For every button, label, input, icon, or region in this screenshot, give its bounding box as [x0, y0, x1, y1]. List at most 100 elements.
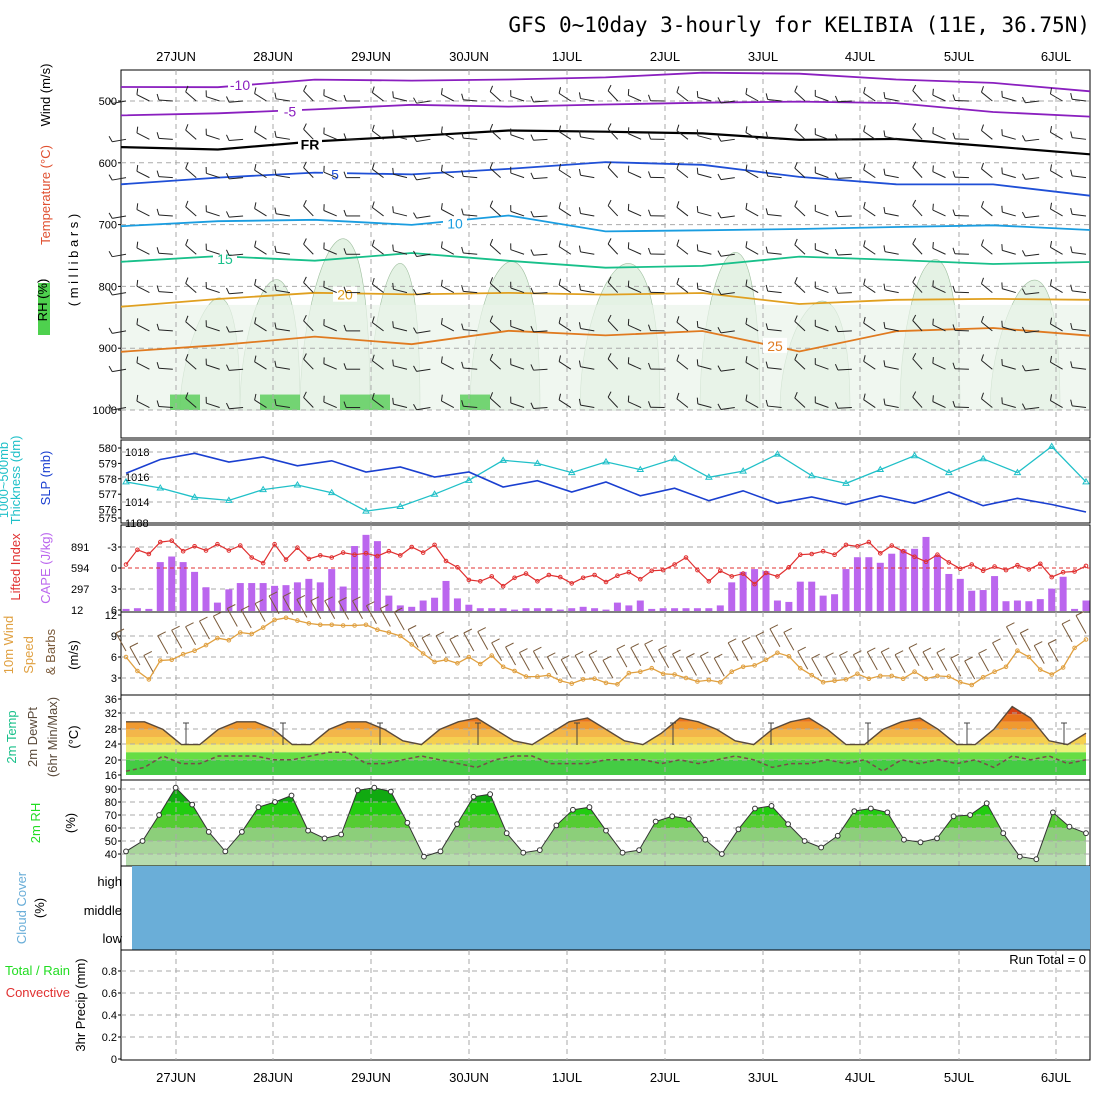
dewpoint-line	[125, 751, 1087, 773]
wind-barb	[767, 367, 782, 370]
wind-speed-point	[935, 673, 940, 679]
precipitation-panel: 0.8 0.6 0.4 0.2 0 Run Total = 0 Total / Rain Co…	[5, 949, 1091, 1066]
wind-barb-flag	[1061, 619, 1071, 625]
wind-barb	[435, 635, 447, 655]
thickness-point	[396, 502, 405, 510]
wind-barb	[158, 252, 173, 255]
precip-tick-label: 0.6	[102, 988, 117, 1000]
wind-barb	[254, 361, 267, 370]
wind-barb	[720, 215, 735, 219]
wind-barb	[158, 214, 173, 217]
wind-barb	[489, 359, 501, 370]
wind-speed-point	[455, 661, 460, 666]
wind-barb	[1002, 326, 1016, 332]
thickness-series-line	[125, 445, 1087, 512]
wind-barb	[932, 209, 946, 217]
wind-barb-flag	[794, 162, 798, 169]
wind-barb-flag	[115, 628, 125, 634]
wind-barb	[1025, 368, 1040, 372]
wind-barb	[129, 646, 141, 666]
wind-barb	[815, 402, 829, 408]
wind-barb	[767, 252, 782, 255]
wind-speed-point	[786, 654, 792, 659]
wind-barb	[628, 363, 642, 370]
wind-barb-flag	[338, 597, 347, 602]
wind-barb-flag	[834, 287, 839, 294]
wind-barb-flag	[343, 363, 347, 370]
wind-barb-flag	[136, 203, 139, 210]
wind-barb	[932, 362, 946, 370]
cape-bar	[842, 569, 850, 611]
wind-barb	[863, 131, 876, 140]
cape-bar	[305, 578, 313, 611]
rh-point	[851, 808, 858, 814]
wind-barb	[393, 97, 408, 102]
wind-barb	[1002, 211, 1016, 217]
wind-barb	[580, 327, 595, 332]
wind-barb	[393, 327, 408, 332]
wind-barb	[580, 251, 595, 255]
li-point	[295, 545, 300, 551]
wind-barb	[510, 249, 525, 255]
wind-barb-flag	[254, 599, 264, 605]
li-point	[649, 568, 655, 574]
wind-barb	[912, 205, 923, 217]
wind-barb-flag	[282, 592, 292, 598]
wind-barb-flag	[392, 282, 394, 290]
li-point	[203, 548, 209, 553]
wind-barb-flag	[558, 355, 562, 362]
temperature-band	[126, 759, 1086, 775]
thickness-tick-label: 576	[99, 505, 117, 517]
li-point	[820, 548, 826, 554]
wind-barb-flag	[274, 245, 277, 253]
cape-bar	[625, 605, 633, 611]
wind-barb	[254, 284, 267, 294]
wind-barb-flag	[440, 88, 443, 95]
wind-barb	[229, 253, 244, 256]
wind-speed-panel: 12 9 6 3 10m Wind Speed & Barbs (m/s)	[1, 591, 1091, 696]
wind-barb	[441, 247, 455, 255]
wind-barb	[136, 94, 150, 102]
cape-bar	[1013, 600, 1021, 611]
wind-barb	[185, 244, 197, 255]
li-series-line	[125, 540, 1087, 587]
wind-barb-flag	[686, 653, 695, 658]
wind-barb	[932, 286, 946, 294]
wind-speed-point	[123, 654, 129, 660]
isotherm-label: 10	[447, 216, 463, 232]
wind-barb-flag	[883, 321, 886, 329]
wind-barb	[607, 205, 619, 217]
li-point	[546, 572, 552, 578]
wind-barb	[981, 398, 993, 408]
wind-barb-flag	[303, 123, 307, 130]
wind-barb-flag	[185, 239, 189, 246]
wind-barb-flag	[530, 96, 534, 103]
wind-barb	[628, 401, 642, 408]
wind-barb-flag	[765, 361, 769, 368]
day-label-bottom: 2JUL	[650, 1070, 680, 1085]
wind-barb	[1025, 100, 1040, 104]
li-point	[146, 551, 152, 557]
wind-speed-point	[1049, 672, 1055, 677]
wind-barb	[323, 324, 337, 332]
wind-speed-point	[432, 659, 437, 665]
slp-tick-label: 1018	[125, 447, 149, 459]
cape-bar	[533, 608, 541, 611]
wind-barb	[275, 366, 290, 370]
temperature-tick-label: 36	[105, 694, 117, 706]
cape-bar	[465, 604, 473, 611]
cape-bar	[899, 549, 907, 611]
wind-barb	[510, 287, 525, 294]
thickness-point	[842, 479, 850, 486]
wind-barb-flag	[371, 239, 375, 246]
wind-barb	[393, 403, 408, 409]
li-point	[717, 568, 723, 574]
cape-bar	[705, 608, 713, 611]
wind-barb-flag	[863, 163, 866, 170]
wind-barb-flag	[558, 125, 562, 132]
isotherm-line	[120, 214, 1091, 233]
day-label-top: 27JUN	[156, 49, 196, 64]
rh-point	[387, 788, 394, 795]
wind-barb-flag	[392, 244, 394, 251]
rh-tick-label: 60	[105, 823, 117, 835]
